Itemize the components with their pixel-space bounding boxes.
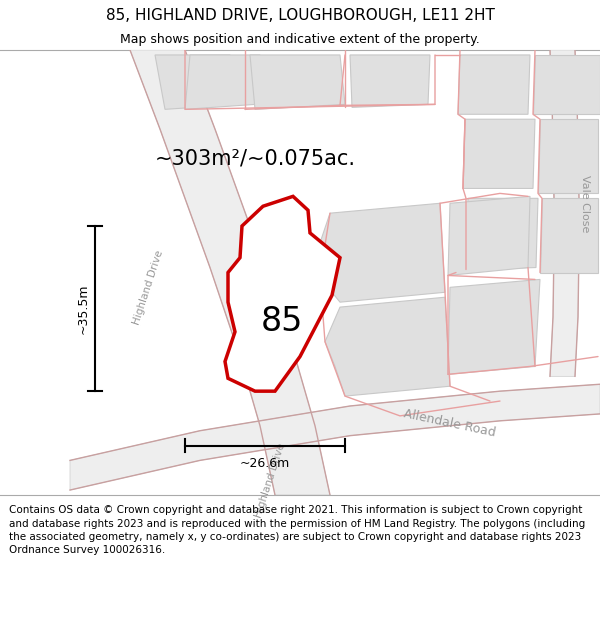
Text: ~303m²/~0.075ac.: ~303m²/~0.075ac. xyxy=(155,149,356,169)
Text: 85: 85 xyxy=(261,306,303,339)
Polygon shape xyxy=(448,196,530,276)
Polygon shape xyxy=(463,119,535,189)
Polygon shape xyxy=(320,203,445,302)
Polygon shape xyxy=(458,55,530,114)
Polygon shape xyxy=(550,50,579,376)
Text: Map shows position and indicative extent of the property.: Map shows position and indicative extent… xyxy=(120,32,480,46)
Text: Contains OS data © Crown copyright and database right 2021. This information is : Contains OS data © Crown copyright and d… xyxy=(9,506,585,555)
Text: ~26.6m: ~26.6m xyxy=(240,457,290,470)
Polygon shape xyxy=(225,196,340,391)
Text: Vale Close: Vale Close xyxy=(580,174,590,232)
Polygon shape xyxy=(325,298,450,396)
Text: ~35.5m: ~35.5m xyxy=(77,283,89,334)
Polygon shape xyxy=(533,55,600,114)
Polygon shape xyxy=(250,55,345,109)
Polygon shape xyxy=(70,384,600,490)
Polygon shape xyxy=(466,198,538,269)
Text: 85, HIGHLAND DRIVE, LOUGHBOROUGH, LE11 2HT: 85, HIGHLAND DRIVE, LOUGHBOROUGH, LE11 2… xyxy=(106,8,494,22)
Polygon shape xyxy=(538,119,598,193)
Polygon shape xyxy=(155,55,240,109)
Polygon shape xyxy=(540,198,598,272)
Polygon shape xyxy=(350,55,430,108)
Polygon shape xyxy=(185,55,260,109)
Text: Highland Drive: Highland Drive xyxy=(131,249,165,326)
Text: Highland Drive: Highland Drive xyxy=(253,442,287,519)
Polygon shape xyxy=(448,279,540,374)
Text: Allendale Road: Allendale Road xyxy=(403,408,497,440)
Polygon shape xyxy=(130,50,330,495)
